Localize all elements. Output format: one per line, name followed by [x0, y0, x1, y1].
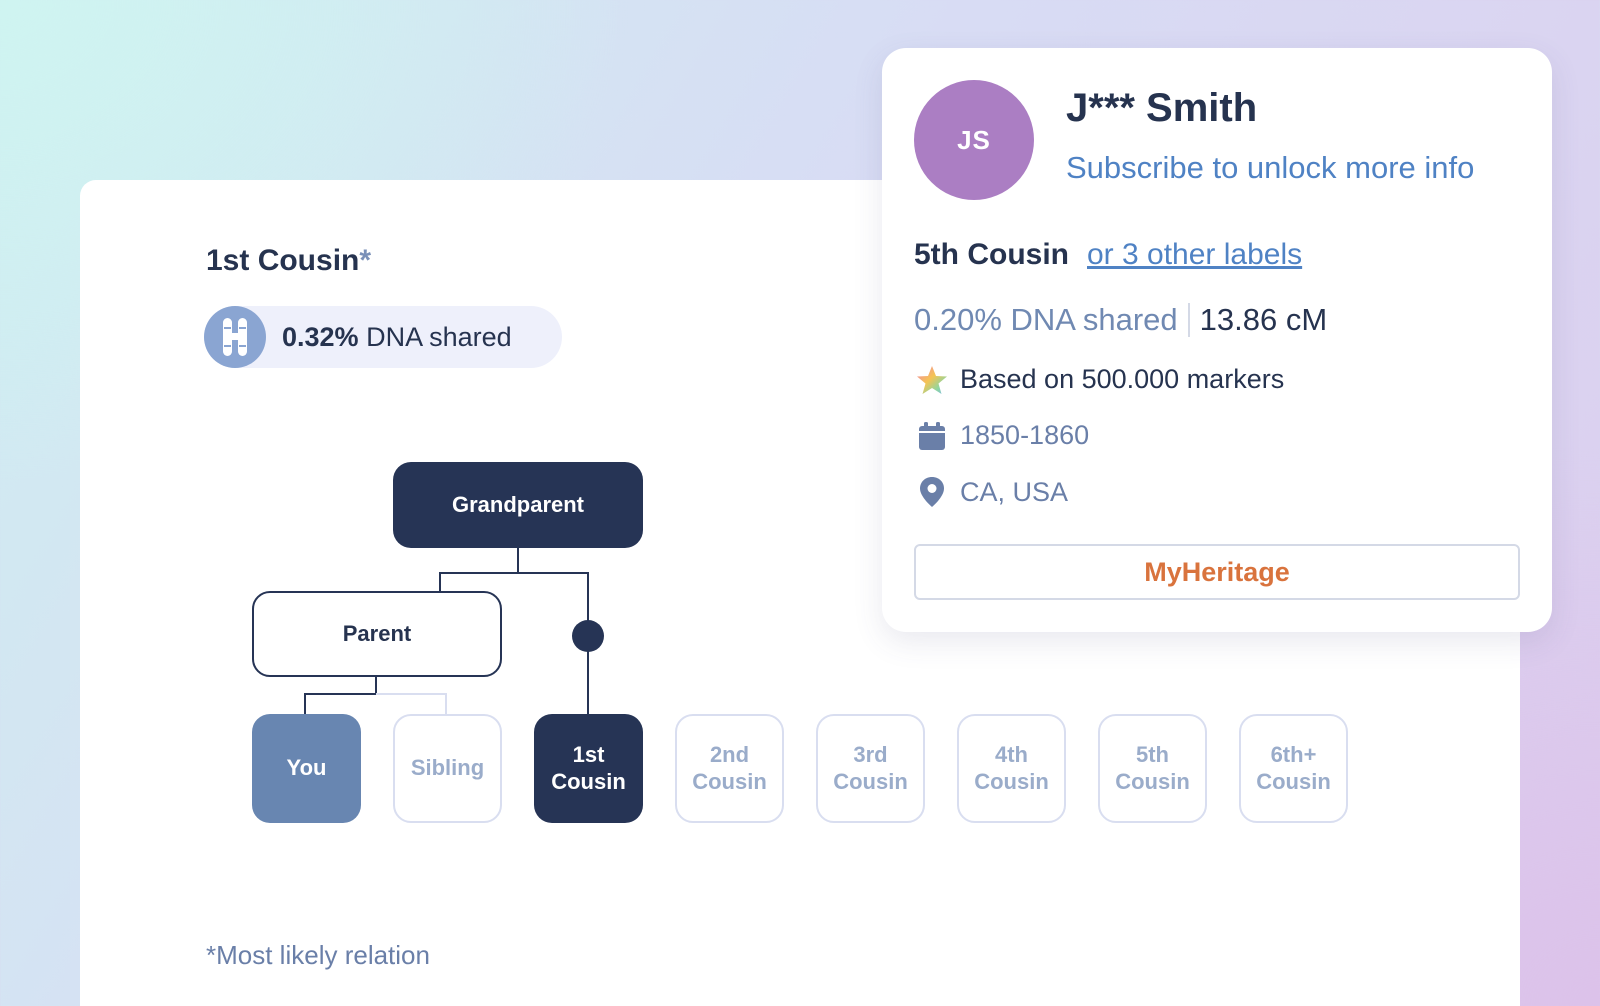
avatar: JS: [914, 80, 1034, 200]
dates-row: 1850-1860: [914, 420, 1089, 451]
match-relationship: 5th Cousin or 3 other labels: [914, 238, 1302, 272]
cousin-connector-dot: [572, 620, 604, 652]
markers-row: Based on 500.000 markers: [914, 364, 1284, 395]
markers-text: Based on 500.000 markers: [960, 364, 1285, 394]
tile-1st-cousin[interactable]: 1st Cousin: [534, 714, 643, 823]
match-relationship-label: 5th Cousin: [914, 238, 1069, 271]
location-text: CA, USA: [960, 476, 1069, 507]
relationship-title-text: 1st Cousin: [206, 244, 360, 277]
relationship-title: 1st Cousin*: [206, 244, 371, 278]
other-labels-link[interactable]: or 3 other labels: [1087, 238, 1303, 271]
match-name: J*** Smith: [1066, 86, 1258, 130]
dna-label: DNA shared: [366, 321, 512, 352]
tile-3rd-cousin[interactable]: 3rd Cousin: [816, 714, 925, 823]
match-dna-stats: 0.20% DNA shared 13.86 cM: [914, 302, 1327, 338]
tile-5th-cousin[interactable]: 5th Cousin: [1098, 714, 1207, 823]
dna-percent: 0.32%: [282, 321, 359, 352]
chromosome-icon: [204, 306, 266, 368]
tile-2nd-cousin[interactable]: 2nd Cousin: [675, 714, 784, 823]
tile-sibling[interactable]: Sibling: [393, 714, 502, 823]
relationship-title-marker: *: [359, 244, 372, 277]
footnote: *Most likely relation: [206, 940, 430, 970]
match-profile-card: JS J*** Smith Subscribe to unlock more i…: [882, 48, 1552, 632]
grandparent-node[interactable]: Grandparent: [393, 462, 643, 548]
subscribe-link[interactable]: Subscribe to unlock more info: [1066, 150, 1475, 185]
dna-shared-text: 0.32% DNA shared: [282, 322, 512, 353]
tile-4th-cousin[interactable]: 4th Cousin: [957, 714, 1066, 823]
match-centimorgans: 13.86 cM: [1199, 302, 1328, 337]
match-dna-shared: 0.20% DNA shared: [914, 302, 1178, 337]
tile-6th-cousin[interactable]: 6th+ Cousin: [1239, 714, 1348, 823]
star-icon: [914, 365, 950, 395]
parent-node[interactable]: Parent: [252, 591, 502, 677]
dna-shared-pill: 0.32% DNA shared: [204, 306, 562, 368]
location-pin-icon: [914, 476, 950, 508]
location-row: CA, USA: [914, 476, 1068, 508]
stats-divider: [1187, 303, 1190, 337]
dates-text: 1850-1860: [960, 420, 1090, 450]
calendar-icon: [914, 421, 950, 451]
myheritage-button[interactable]: MyHeritage: [914, 544, 1520, 600]
tile-you[interactable]: You: [252, 714, 361, 823]
